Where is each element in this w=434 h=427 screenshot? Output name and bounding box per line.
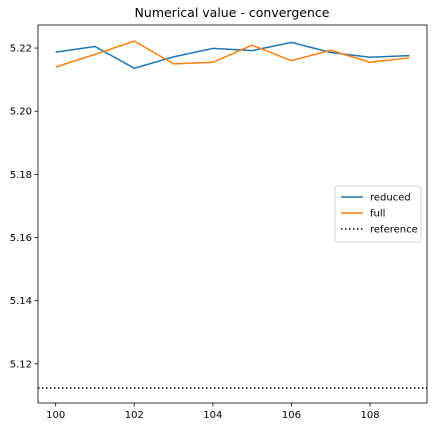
series-line-reduced [55,41,410,70]
y-tick-label: 5.12 [10,359,32,370]
x-tick-label: 104 [203,410,222,421]
y-tick-label: 5.14 [10,296,32,307]
x-tick-label: 102 [125,410,144,421]
x-tick-label: 106 [282,410,301,421]
y-tick-label: 5.22 [10,44,32,55]
y-tick-label: 5.18 [10,170,32,181]
chart-title: Numerical value - convergence [135,5,330,20]
legend-label-reference: reference [370,225,418,236]
y-tick-label: 5.16 [10,233,32,244]
y-axis: 5.12 5.14 5.16 5.18 5.20 5.22 [10,44,38,370]
y-tick-label: 5.20 [10,107,32,118]
series-layer [38,40,427,389]
series-line-full [55,40,410,68]
legend-box [334,185,422,243]
plot-frame [37,24,428,404]
legend-label-full: full [370,209,385,220]
x-axis: 100 102 104 106 108 [46,403,380,421]
x-tick-label: 108 [360,410,379,421]
legend-label-reduced: reduced [370,193,411,204]
legend: reduced full reference [334,185,422,243]
x-tick-label: 100 [46,410,65,421]
